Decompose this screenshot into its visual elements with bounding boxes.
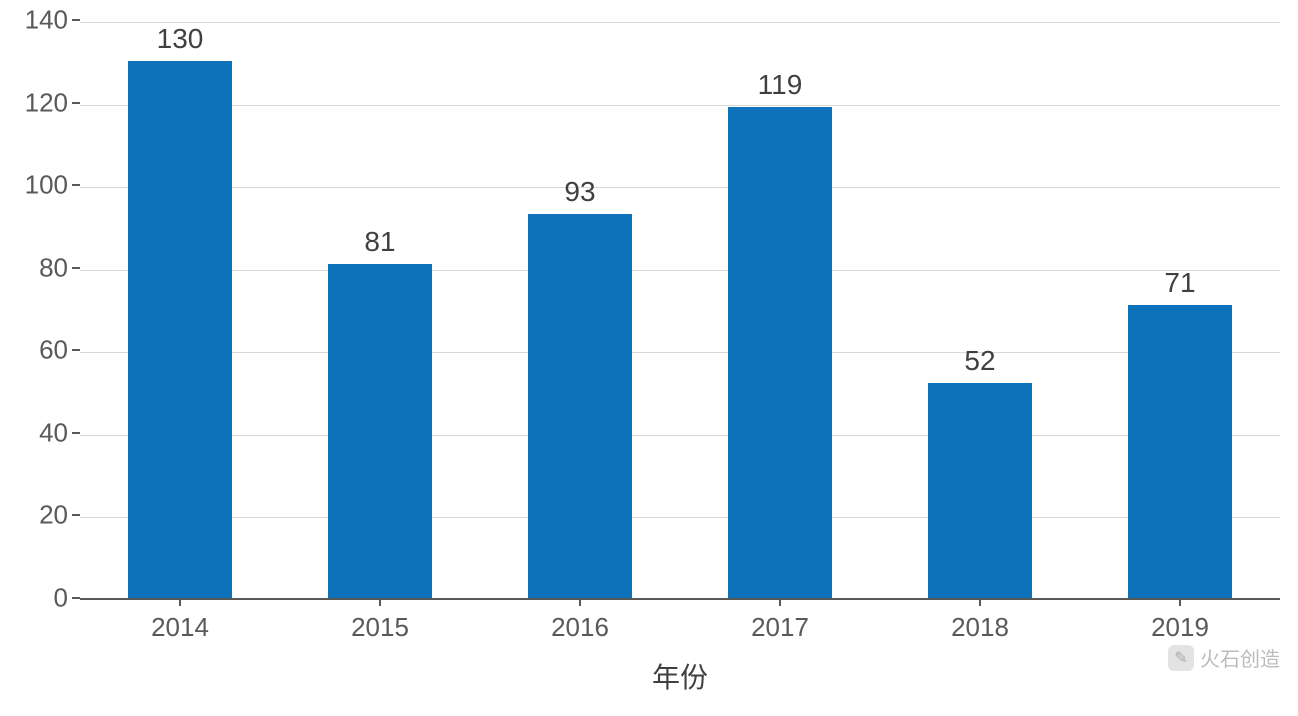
plot-area: 0204060801001201401302014812015932016119… xyxy=(80,22,1280,600)
x-axis-title: 年份 xyxy=(652,656,708,696)
wechat-icon: ✎ xyxy=(1168,645,1194,671)
gridline xyxy=(80,352,1280,353)
x-tick-mark xyxy=(979,598,981,606)
x-tick-mark xyxy=(579,598,581,606)
y-tick-mark xyxy=(72,432,80,434)
y-tick-mark xyxy=(72,19,80,21)
x-tick-mark xyxy=(779,598,781,606)
gridline xyxy=(80,105,1280,106)
bar: 130 xyxy=(128,61,232,598)
bar: 52 xyxy=(928,383,1032,598)
bar-value-label: 130 xyxy=(157,23,204,61)
bar-value-label: 119 xyxy=(758,69,803,107)
bar: 93 xyxy=(528,214,632,598)
bar: 119 xyxy=(728,107,832,598)
x-tick-mark xyxy=(179,598,181,606)
x-tick-mark xyxy=(1179,598,1181,606)
bar-value-label: 93 xyxy=(564,176,595,214)
y-tick-mark xyxy=(72,102,80,104)
gridline xyxy=(80,22,1280,23)
bar: 81 xyxy=(328,264,432,598)
gridline xyxy=(80,270,1280,271)
watermark-label: 火石创造 xyxy=(1200,643,1280,672)
bar: 71 xyxy=(1128,305,1232,598)
bar-value-label: 81 xyxy=(364,226,395,264)
y-tick-mark xyxy=(72,597,80,599)
y-tick-mark xyxy=(72,267,80,269)
watermark: ✎ 火石创造 xyxy=(1168,643,1280,672)
bar-value-label: 52 xyxy=(964,345,995,383)
y-tick-mark xyxy=(72,349,80,351)
y-tick-mark xyxy=(72,184,80,186)
bar-chart: 0204060801001201401302014812015932016119… xyxy=(0,0,1298,716)
gridline xyxy=(80,435,1280,436)
y-tick-mark xyxy=(72,514,80,516)
gridline xyxy=(80,517,1280,518)
x-tick-mark xyxy=(379,598,381,606)
bar-value-label: 71 xyxy=(1164,267,1195,305)
gridline xyxy=(80,187,1280,188)
